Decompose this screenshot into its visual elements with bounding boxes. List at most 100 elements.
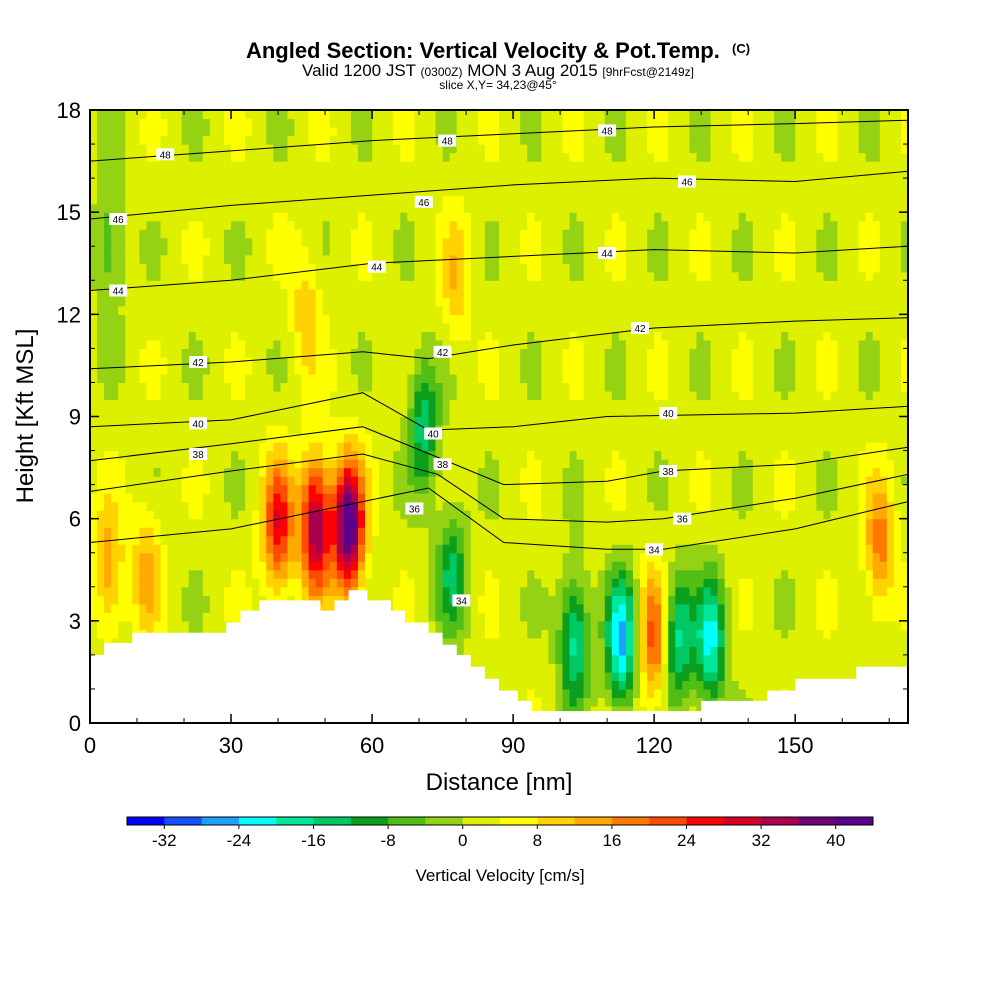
velocity-cell [569,569,578,579]
velocity-cell [555,637,564,647]
velocity-cell [97,186,105,196]
velocity-cell [386,305,394,315]
velocity-cell [146,450,155,460]
velocity-cell [336,527,345,537]
velocity-cell [252,246,260,256]
velocity-cell [477,254,486,264]
velocity-cell [104,135,112,145]
velocity-cell [118,433,126,443]
velocity-cell [407,433,415,443]
velocity-cell [513,620,521,630]
velocity-cell [562,501,571,511]
velocity-cell [548,442,557,452]
velocity-cell [245,578,253,588]
velocity-cell [294,144,303,154]
velocity-cell [294,152,303,162]
velocity-cell [252,229,260,239]
velocity-cell [343,586,352,596]
velocity-cell [301,527,310,537]
velocity-cell [97,348,105,358]
velocity-cell [167,569,176,579]
velocity-cell [245,161,253,171]
velocity-cell [513,212,521,222]
velocity-cell [562,365,571,375]
velocity-cell [555,407,564,418]
velocity-cell [301,407,310,418]
velocity-cell [301,331,310,341]
velocity-cell [301,237,310,247]
velocity-cell [477,280,486,290]
velocity-cell [329,305,338,315]
velocity-cell [273,263,281,273]
velocity-cell [491,518,500,528]
velocity-cell [506,135,514,145]
velocity-cell [365,535,373,545]
velocity-cell [167,169,176,179]
velocity-cell [308,254,317,264]
velocity-cell [181,467,190,477]
velocity-cell [456,161,465,171]
velocity-cell [188,127,197,137]
velocity-cell [231,152,239,162]
velocity-cell [513,518,521,528]
velocity-cell [520,195,528,205]
velocity-cell [308,348,317,358]
velocity-cell [527,365,535,375]
velocity-cell [400,603,408,613]
velocity-cell [111,254,119,264]
velocity-cell [125,152,133,162]
velocity-cell [287,595,296,605]
velocity-cell [541,425,549,435]
velocity-cell [118,186,126,196]
velocity-cell [400,561,408,571]
velocity-cell [195,501,204,511]
velocity-cell [435,382,444,392]
velocity-cell [216,544,225,554]
velocity-cell [315,331,324,341]
velocity-cell [329,152,338,162]
velocity-cell [463,305,472,315]
velocity-cell [308,127,317,137]
velocity-cell [160,237,169,247]
velocity-cell [252,484,260,494]
velocity-cell [195,288,204,298]
velocity-cell [315,535,324,545]
velocity-cell [125,127,133,137]
velocity-cell [513,373,521,384]
velocity-cell [146,348,155,358]
velocity-cell [216,144,225,154]
velocity-cell [125,348,133,358]
velocity-cell [181,493,190,503]
velocity-cell [379,348,387,358]
velocity-cell [407,569,415,579]
velocity-cell [202,152,211,162]
velocity-cell [470,229,479,239]
velocity-cell [520,518,528,528]
velocity-cell [555,680,564,690]
velocity-cell [216,569,225,579]
velocity-cell [555,484,564,494]
velocity-cell [266,186,274,196]
velocity-cell [315,212,324,222]
velocity-cell [336,510,345,520]
velocity-cell [506,561,514,571]
velocity-cell [534,671,542,682]
velocity-cell [167,450,176,460]
velocity-cell [97,501,105,511]
velocity-cell [252,314,260,324]
velocity-cell [456,271,465,281]
velocity-cell [407,254,415,264]
velocity-cell [146,501,155,511]
velocity-cell [421,254,430,264]
velocity-cell [442,535,451,545]
velocity-cell [350,195,359,205]
velocity-cell [506,195,514,205]
velocity-cell [329,288,338,298]
velocity-cell [484,212,493,222]
velocity-cell [499,135,507,145]
velocity-cell [506,680,514,690]
velocity-cell [520,339,528,349]
velocity-cell [555,442,564,452]
velocity-cell [548,688,557,699]
velocity-cell [294,203,303,213]
